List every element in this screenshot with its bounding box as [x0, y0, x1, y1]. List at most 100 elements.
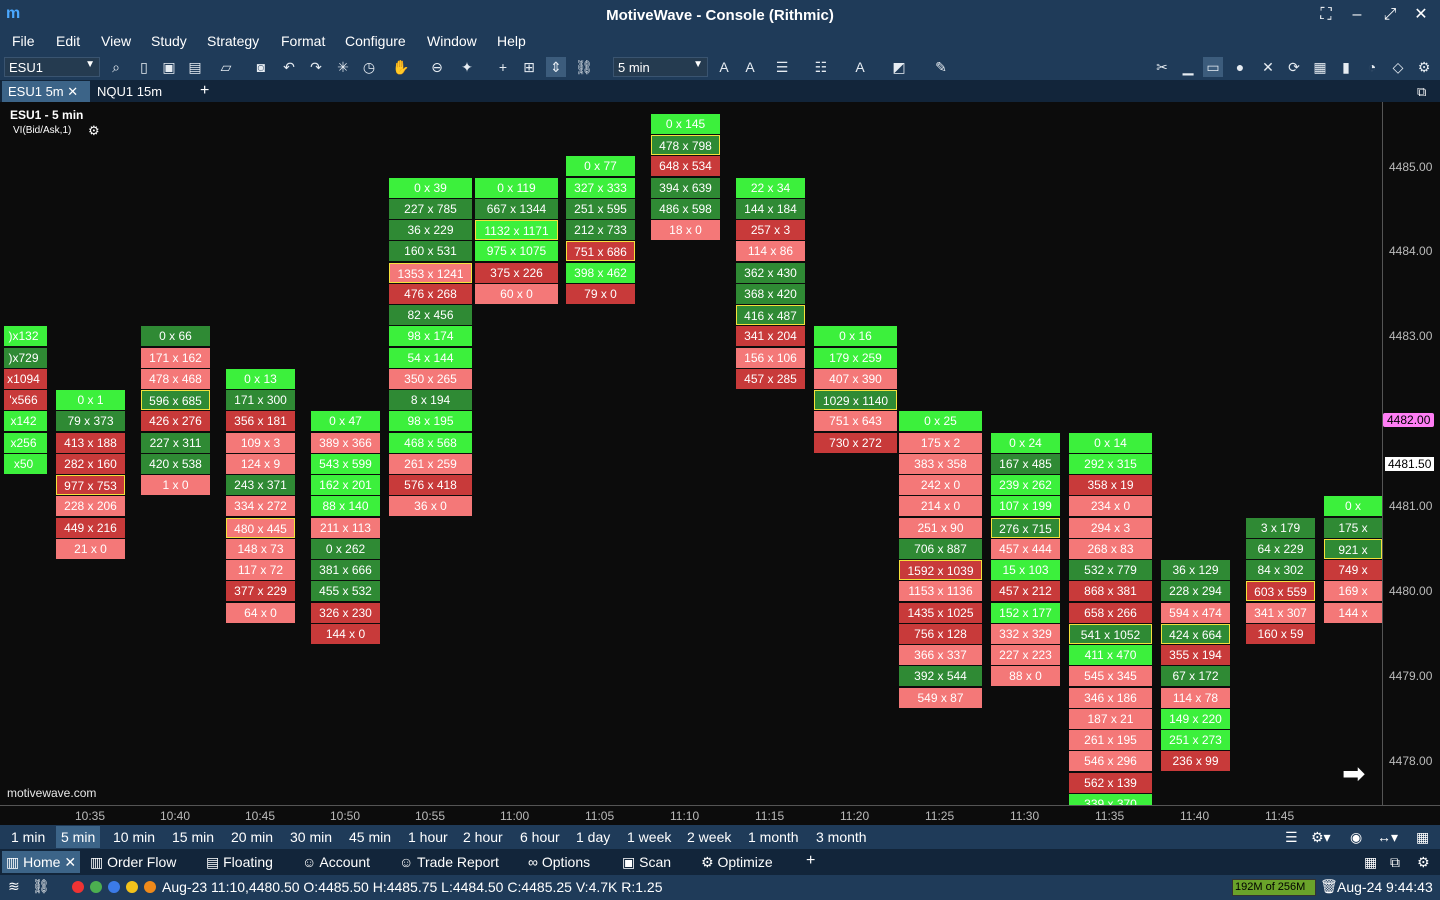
- hand-icon[interactable]: ✋: [392, 59, 410, 75]
- wrench-icon[interactable]: ✕: [1262, 59, 1274, 75]
- period-10-min[interactable]: 10 min: [113, 829, 156, 845]
- save-all-icon[interactable]: ▤: [188, 59, 202, 75]
- undo-icon[interactable]: ↶: [283, 59, 295, 75]
- font-decrease-icon[interactable]: A: [745, 59, 755, 75]
- study-settings-icon[interactable]: ⚙: [88, 123, 100, 138]
- period-1-month[interactable]: 1 month: [748, 829, 799, 845]
- minimize-icon[interactable]: –: [1352, 6, 1362, 23]
- menu-format[interactable]: Format: [281, 33, 326, 49]
- tab-home[interactable]: ▥ Home ✕: [2, 851, 81, 873]
- period-3-month[interactable]: 3 month: [816, 829, 867, 845]
- redo-icon[interactable]: ↷: [310, 59, 322, 75]
- tab-esu1-5m[interactable]: ESU1 5m ✕: [2, 81, 90, 102]
- text-color-icon[interactable]: A: [855, 59, 865, 75]
- period-15-min[interactable]: 15 min: [172, 829, 215, 845]
- chevron-down-icon[interactable]: ▼: [85, 59, 95, 70]
- layout-icon[interactable]: ⊞: [523, 59, 535, 75]
- link-icon[interactable]: ⛓: [575, 59, 593, 75]
- period-1-hour[interactable]: 1 hour: [408, 829, 448, 845]
- list-icon[interactable]: ☰: [1285, 829, 1298, 845]
- line-width-icon[interactable]: ☷: [814, 59, 828, 75]
- period-45-min[interactable]: 45 min: [349, 829, 392, 845]
- period-6-hour[interactable]: 6 hour: [520, 829, 560, 845]
- time-axis[interactable]: 10:35 10:40 10:45 10:50 10:55 11:00 11:0…: [0, 805, 1440, 825]
- footprint-chart[interactable]: ESU1 - 5 min VI(Bid/Ask,1) ⚙ )x132)x729 x…: [4, 102, 1382, 805]
- tab-account[interactable]: ☺ Account: [298, 851, 374, 873]
- bar-size-select[interactable]: 5 min ▼: [613, 57, 708, 77]
- maximize-icon[interactable]: ⤢: [1383, 6, 1397, 23]
- menu-edit[interactable]: Edit: [56, 33, 81, 49]
- add-workspace-icon[interactable]: +: [806, 852, 816, 869]
- tab-scan[interactable]: ▣ Scan: [618, 851, 675, 873]
- menu-file[interactable]: File: [12, 33, 35, 49]
- chevron-down-icon[interactable]: ▼: [693, 59, 703, 70]
- menu-strategy[interactable]: Strategy: [207, 33, 260, 49]
- period-1-min[interactable]: 1 min: [11, 829, 46, 845]
- layout-icon[interactable]: ▦: [1364, 854, 1378, 870]
- settings-gear-icon[interactable]: ⚙: [1417, 854, 1430, 870]
- settings-gear-icon[interactable]: ⚙: [1417, 59, 1431, 75]
- period-20-min[interactable]: 20 min: [231, 829, 274, 845]
- trash-icon[interactable]: 🗑: [1320, 878, 1338, 894]
- fit-height-icon[interactable]: ⇕: [546, 57, 566, 77]
- link-icon[interactable]: ⛓: [32, 878, 50, 894]
- tab-nqu1-15m[interactable]: NQU1 15m: [91, 81, 168, 102]
- menu-configure[interactable]: Configure: [345, 33, 406, 49]
- period-2-hour[interactable]: 2 hour: [463, 829, 503, 845]
- footprint-cell: 67 x 172: [1161, 666, 1230, 687]
- tab-optimize[interactable]: ⚙ Optimize: [697, 851, 777, 873]
- alarm-icon[interactable]: ◷: [362, 59, 376, 75]
- tab-order-flow[interactable]: ▥ Order Flow: [86, 851, 180, 873]
- tab-options[interactable]: ∞ Options: [524, 851, 594, 873]
- compact-icon[interactable]: ⛶: [1320, 6, 1332, 23]
- tab-floating[interactable]: ▤ Floating: [202, 851, 277, 873]
- save-icon[interactable]: ▣: [162, 59, 176, 75]
- window-icon[interactable]: ▭: [1203, 57, 1223, 77]
- menu-window[interactable]: Window: [427, 33, 477, 49]
- period-1-day[interactable]: 1 day: [576, 829, 611, 845]
- chart-settings-icon[interactable]: ⚙▾: [1311, 829, 1331, 845]
- range-icon[interactable]: ↔▾: [1377, 829, 1399, 845]
- period-1-week[interactable]: 1 week: [627, 829, 672, 845]
- scroll-right-arrow-icon[interactable]: ➡: [1342, 758, 1366, 789]
- study-label[interactable]: VI(Bid/Ask,1): [13, 125, 72, 136]
- table-icon[interactable]: ▦: [1313, 59, 1327, 75]
- book-icon[interactable]: ▮: [1342, 59, 1350, 75]
- new-page-icon[interactable]: ▯: [140, 59, 148, 75]
- pin-icon[interactable]: ✦: [461, 59, 473, 75]
- line-style-icon[interactable]: ☰: [775, 59, 789, 75]
- calendar-icon[interactable]: ▦: [1416, 829, 1430, 845]
- period-30-min[interactable]: 30 min: [290, 829, 333, 845]
- clock-icon[interactable]: ◔: [1367, 59, 1377, 75]
- close-tab-icon[interactable]: ✕: [67, 84, 79, 99]
- refresh-icon[interactable]: ⟳: [1288, 59, 1300, 75]
- close-tab-icon[interactable]: ✕: [64, 854, 77, 870]
- tab-trade-report[interactable]: ☺ Trade Report: [395, 851, 503, 873]
- eye-icon[interactable]: ◉: [1350, 829, 1363, 845]
- menu-study[interactable]: Study: [151, 33, 187, 49]
- search-icon[interactable]: ⌕: [112, 59, 120, 75]
- copy-icon[interactable]: ⧉: [1390, 854, 1400, 870]
- plus-cursor-icon[interactable]: +: [498, 59, 508, 75]
- close-icon[interactable]: ✕: [1414, 6, 1428, 23]
- period-5-min[interactable]: 5 min: [56, 826, 101, 848]
- eraser-icon[interactable]: ◇: [1392, 59, 1404, 75]
- crosshair-icon[interactable]: ✳: [337, 59, 349, 75]
- camera-icon[interactable]: ◙: [256, 59, 266, 75]
- menu-view[interactable]: View: [101, 33, 132, 49]
- menu-help[interactable]: Help: [497, 33, 526, 49]
- detach-icon[interactable]: ⧉: [1417, 84, 1427, 99]
- price-axis[interactable]: 4485.00 4484.00 4483.00 4482.00 4481.50 …: [1382, 102, 1440, 805]
- open-folder-icon[interactable]: ▱: [220, 59, 232, 75]
- bars-icon[interactable]: ▁: [1182, 59, 1194, 75]
- pen-color-icon[interactable]: ✎: [935, 59, 947, 75]
- zoom-icon[interactable]: ⊖: [431, 59, 443, 75]
- memory-meter[interactable]: 192M of 256M: [1232, 879, 1316, 896]
- fill-color-icon[interactable]: ◩: [892, 59, 906, 75]
- tools-icon[interactable]: ✂: [1156, 59, 1168, 75]
- symbol-input[interactable]: ESU1 ▼: [4, 57, 100, 77]
- period-2-week[interactable]: 2 week: [687, 829, 732, 845]
- coins-icon[interactable]: ●: [1235, 59, 1245, 75]
- font-increase-icon[interactable]: A: [719, 59, 729, 75]
- add-tab-icon[interactable]: +: [200, 82, 210, 99]
